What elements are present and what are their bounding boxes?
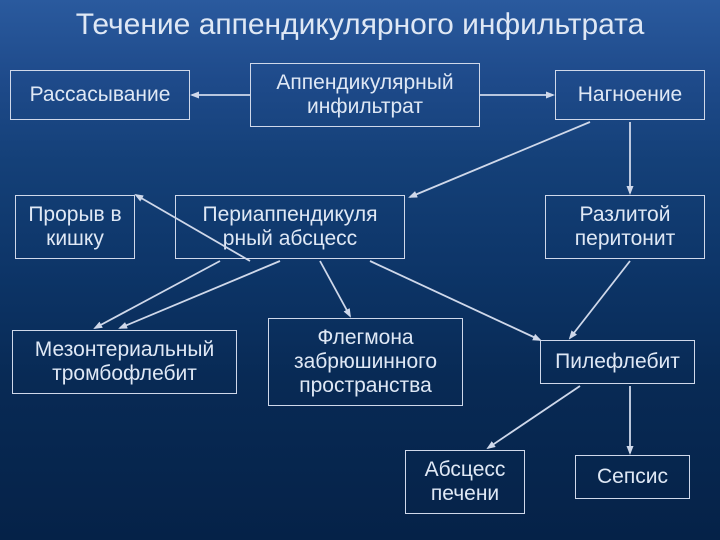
page-title: Течение аппендикулярного инфильтрата	[0, 8, 720, 42]
arrow-7	[320, 261, 350, 316]
arrow-5	[95, 261, 220, 328]
node-pileflebit: Пилефлебит	[540, 340, 695, 384]
arrow-10	[488, 386, 580, 448]
node-abscess: Абсцесс печени	[405, 450, 525, 514]
node-label: Прорыв в кишку	[22, 203, 128, 251]
node-proryv: Прорыв в кишку	[15, 195, 135, 259]
node-label: Сепсис	[597, 465, 668, 489]
node-sepsis: Сепсис	[575, 455, 690, 499]
node-infiltrat: Аппендикулярный инфильтрат	[250, 63, 480, 127]
node-label: Рассасывание	[30, 83, 171, 107]
node-label: Периаппендикуля рный абсцесс	[182, 203, 398, 251]
node-tromboflebit: Мезонтериальный тромбофлебит	[12, 330, 237, 394]
arrow-4	[120, 261, 280, 328]
node-label: Абсцесс печени	[412, 458, 518, 506]
node-label: Аппендикулярный инфильтрат	[257, 71, 473, 119]
node-rassasyvanie: Рассасывание	[10, 70, 190, 120]
node-nagnoenie: Нагноение	[555, 70, 705, 120]
node-label: Разлитой перитонит	[552, 203, 698, 251]
node-periabscess: Периаппендикуля рный абсцесс	[175, 195, 405, 259]
node-flegmona: Флегмона забрюшинного пространства	[268, 318, 463, 406]
node-peritonit: Разлитой перитонит	[545, 195, 705, 259]
node-label: Нагноение	[578, 83, 682, 107]
arrow-2	[410, 122, 590, 197]
node-label: Мезонтериальный тромбофлебит	[19, 338, 230, 386]
node-label: Пилефлебит	[555, 350, 680, 374]
arrow-9	[570, 261, 630, 338]
node-label: Флегмона забрюшинного пространства	[275, 326, 456, 398]
